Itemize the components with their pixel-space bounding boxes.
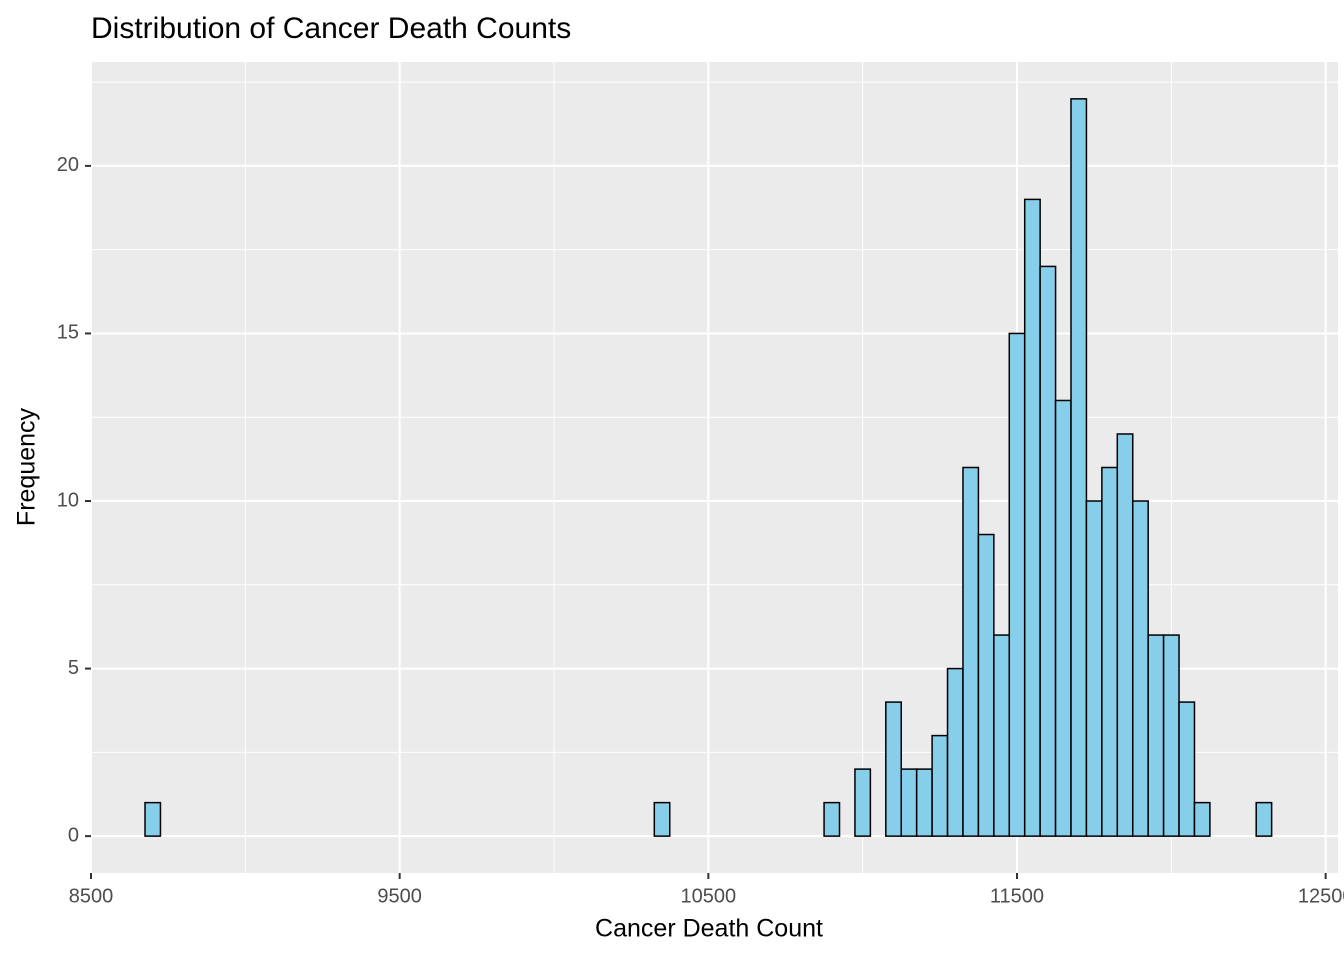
y-tick-label: 10 — [57, 489, 79, 511]
bar — [1008, 332, 1026, 837]
x-tick-label: 10500 — [681, 885, 737, 907]
y-axis-label: Frequency — [13, 407, 41, 526]
bar — [144, 801, 162, 837]
bar — [1162, 634, 1180, 837]
bar — [1147, 634, 1165, 837]
bar — [1255, 801, 1273, 837]
bar — [900, 768, 918, 837]
chart-title: Distribution of Cancer Death Counts — [91, 12, 571, 45]
y-tick-label: 0 — [68, 824, 79, 846]
bar — [1039, 265, 1057, 837]
bar — [885, 701, 902, 837]
bar — [1178, 701, 1196, 837]
x-tick-label: 11500 — [990, 885, 1044, 907]
bar — [1193, 801, 1211, 837]
bar — [946, 667, 964, 837]
bar — [931, 734, 949, 837]
bar — [823, 801, 841, 837]
bar — [653, 801, 671, 837]
bar — [1116, 433, 1134, 837]
y-tick-label: 20 — [57, 154, 79, 176]
x-axis-label: Cancer Death Count — [595, 915, 823, 943]
x-tick-label: 8500 — [69, 885, 114, 907]
bar — [1023, 198, 1041, 837]
y-tick-label: 5 — [68, 657, 79, 679]
bar — [854, 768, 872, 837]
bar — [1131, 500, 1149, 837]
bar — [1101, 466, 1119, 837]
y-tick-label: 15 — [57, 322, 79, 344]
bar — [977, 533, 995, 837]
bar — [1085, 500, 1103, 837]
bar — [1070, 98, 1088, 837]
bar — [915, 768, 933, 837]
bar — [1054, 399, 1072, 837]
x-tick-label: 9500 — [377, 885, 422, 907]
bar — [962, 466, 980, 837]
bar — [993, 634, 1011, 837]
